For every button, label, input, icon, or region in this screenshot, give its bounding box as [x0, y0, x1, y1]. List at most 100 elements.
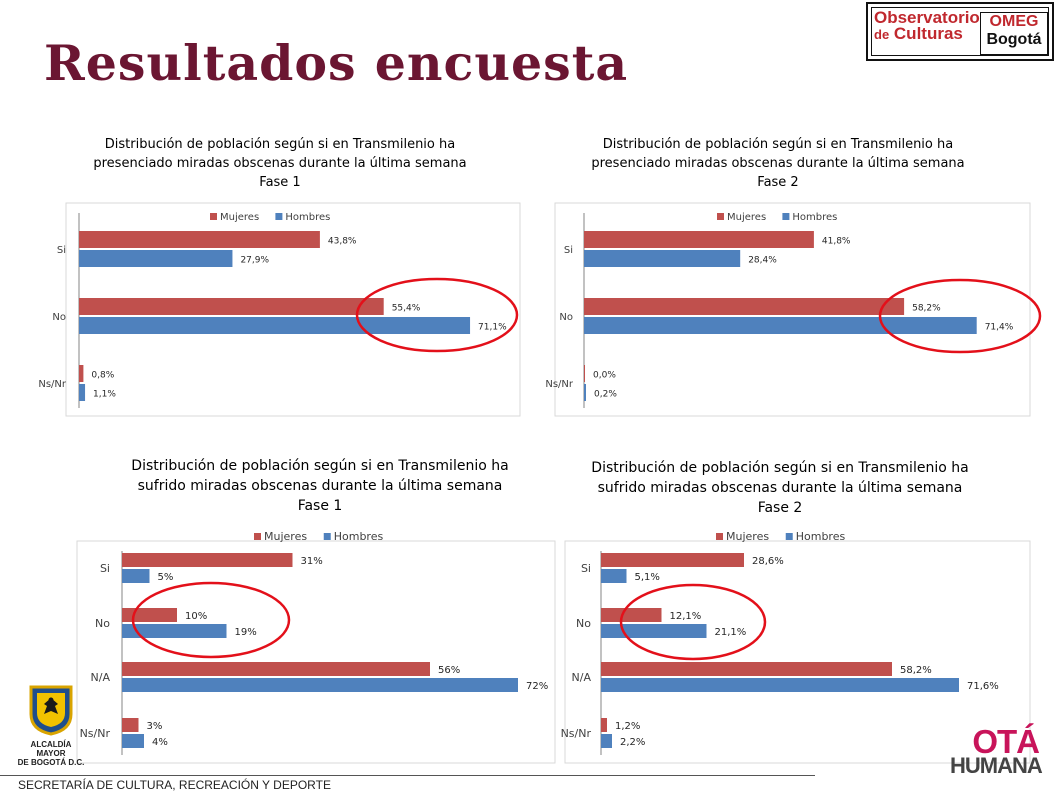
- page-title: Resultados encuesta: [44, 34, 629, 92]
- logo-inner-frame: [871, 7, 1049, 56]
- chart-1-title-line-2: presenciado miradas obscenas durante la …: [93, 156, 467, 171]
- omeg-word: OMEG: [989, 13, 1039, 30]
- category-label: N/A: [572, 671, 592, 684]
- legend-label-mujeres: Mujeres: [726, 530, 769, 543]
- bar-hombres: [79, 317, 471, 334]
- observatorio-logo-text: Observatorio de Culturas: [874, 8, 980, 43]
- chart-2-title: Distribución de población según si en Tr…: [558, 135, 998, 192]
- data-label-hombres: 5,1%: [635, 572, 660, 583]
- chart-3-frame: [76, 540, 556, 764]
- bar-hombres: [601, 678, 959, 692]
- bar-hombres: [122, 678, 518, 692]
- data-label-mujeres: 10%: [185, 611, 207, 622]
- highlight-circle: [131, 581, 291, 659]
- footer-text: SECRETARÍA DE CULTURA, RECREACIÓN Y DEPO…: [18, 778, 331, 792]
- observatorio-de: de: [874, 27, 890, 42]
- data-label-mujeres: 3%: [147, 721, 163, 732]
- legend-swatch-mujeres: [254, 533, 261, 540]
- legend-swatch-mujeres: [716, 533, 723, 540]
- category-label: Ns/Nr: [561, 727, 592, 740]
- data-label-mujeres: 56%: [438, 665, 460, 676]
- data-label-hombres: 21,1%: [715, 627, 747, 638]
- bogota-logo-text: OTÁ: [972, 723, 1040, 760]
- bar-hombres: [601, 624, 707, 638]
- category-label: N/A: [91, 671, 111, 684]
- category-label: Ns/Nr: [545, 379, 574, 390]
- data-label-hombres: 5%: [158, 572, 174, 583]
- bar-hombres: [584, 384, 586, 401]
- bar-hombres: [122, 624, 227, 638]
- alcaldia-line-2: DE BOGOTÁ D.C.: [17, 758, 85, 767]
- data-label-hombres: 28,4%: [748, 256, 777, 266]
- chart-2-title-line-3: Fase 2: [757, 175, 799, 190]
- legend-swatch-hombres: [275, 213, 283, 220]
- legend-label-hombres: Hombres: [792, 212, 837, 223]
- data-label-mujeres: 58,2%: [912, 304, 941, 314]
- alcaldia-logo: ALCALDÍA MAYOR DE BOGOTÁ D.C.: [16, 684, 86, 767]
- legend-swatch-mujeres: [210, 213, 217, 220]
- bar-mujeres: [601, 608, 662, 622]
- highlight-circle: [355, 277, 519, 353]
- bar-hombres: [601, 734, 612, 748]
- legend-label-hombres: Hombres: [334, 530, 384, 543]
- chart-2-title-line-2: presenciado miradas obscenas durante la …: [591, 156, 965, 171]
- data-label-mujeres: 31%: [301, 556, 323, 567]
- omeg-bogota: Bogotá: [986, 31, 1042, 48]
- bar-mujeres: [584, 365, 585, 382]
- bar-hombres: [584, 250, 741, 267]
- bar-mujeres: [601, 718, 607, 732]
- category-label: Ns/Nr: [80, 727, 111, 740]
- data-label-mujeres: 0,8%: [91, 371, 114, 381]
- category-label: Ns/Nr: [38, 379, 67, 390]
- chart-2-legend: Mujeres Hombres: [717, 212, 837, 223]
- bar-hombres: [122, 734, 144, 748]
- observatorio-culturas: Culturas: [893, 24, 963, 43]
- category-label: No: [576, 617, 591, 630]
- chart-4-title-line-2: sufrido miradas obscenas durante la últi…: [597, 480, 963, 496]
- highlight-circle: [619, 583, 767, 661]
- chart-4-title: Distribución de población según si en Tr…: [560, 458, 1000, 518]
- observatorio-word: Observatorio: [874, 8, 980, 27]
- alcaldia-line-1: ALCALDÍA MAYOR: [30, 740, 72, 758]
- data-label-hombres: 0,2%: [594, 390, 617, 400]
- bar-mujeres: [79, 298, 384, 315]
- bogota-humana-logo: OTÁ HUMANA: [950, 723, 1045, 778]
- bar-hombres: [122, 569, 150, 583]
- chart-3-legend: Mujeres Hombres: [254, 530, 383, 543]
- data-label-hombres: 2,2%: [620, 737, 645, 748]
- legend-label-hombres: Hombres: [796, 530, 846, 543]
- legend-label-hombres: Hombres: [285, 212, 330, 223]
- bar-hombres: [79, 384, 86, 401]
- category-label: Si: [564, 245, 573, 256]
- data-label-mujeres: 0,0%: [593, 371, 616, 381]
- data-label-hombres: 19%: [235, 627, 257, 638]
- footer-divider: [0, 775, 815, 776]
- chart-1-legend: Mujeres Hombres: [210, 212, 330, 223]
- category-label: No: [95, 617, 110, 630]
- omeg-logo-box: OMEG Bogotá: [980, 12, 1048, 55]
- legend-label-mujeres: Mujeres: [264, 530, 307, 543]
- chart-3-title: Distribución de población según si en Tr…: [100, 456, 540, 516]
- category-label: No: [52, 312, 66, 323]
- data-label-hombres: 71,4%: [985, 323, 1014, 333]
- chart-3-title-line-3: Fase 1: [297, 498, 343, 514]
- data-label-hombres: 72%: [526, 681, 548, 692]
- chart-1-title-line-1: Distribución de población según si en Tr…: [104, 137, 456, 152]
- data-label-hombres: 71,6%: [967, 681, 999, 692]
- humana-logo-text: HUMANA: [950, 753, 1043, 778]
- highlight-circle: [878, 278, 1042, 354]
- legend-label-mujeres: Mujeres: [727, 212, 766, 223]
- bogota-coat-of-arms-icon: [29, 685, 73, 736]
- bar-mujeres: [601, 662, 892, 676]
- chart-3-title-line-2: sufrido miradas obscenas durante la últi…: [137, 478, 503, 494]
- bar-mujeres: [122, 553, 293, 567]
- data-label-hombres: 27,9%: [240, 256, 269, 266]
- data-label-hombres: 1,1%: [93, 390, 116, 400]
- category-label: Si: [581, 562, 591, 575]
- legend-swatch-hombres: [785, 533, 793, 540]
- data-label-mujeres: 1,2%: [615, 721, 640, 732]
- chart-4-title-line-3: Fase 2: [757, 500, 803, 516]
- chart-4-frame: [564, 540, 1031, 764]
